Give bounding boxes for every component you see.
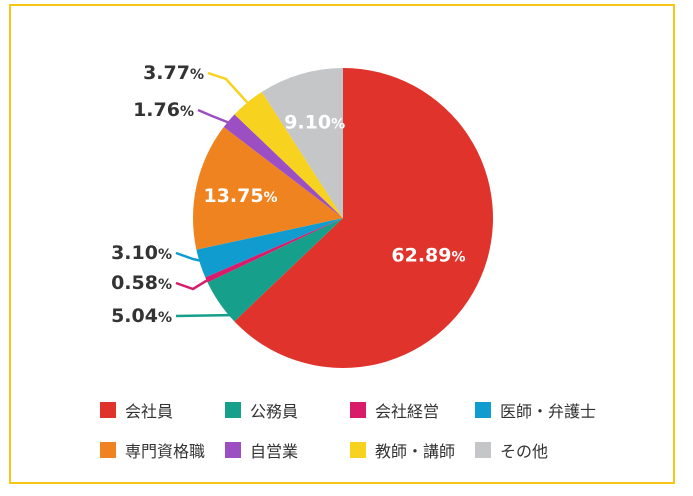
leader-line-2 <box>175 298 239 318</box>
legend-label: 公務員 <box>250 402 299 421</box>
slice-label-7: 3.77% <box>143 62 204 84</box>
leader-line-6 <box>197 108 234 126</box>
pie-slice-2 <box>207 218 343 322</box>
legend-item-4: 医師・弁護士 <box>475 400 600 421</box>
legend-swatch <box>475 402 491 418</box>
pie-slice-8 <box>261 68 343 218</box>
slice-label-3: 0.58% <box>111 272 172 294</box>
legend-swatch <box>100 442 116 458</box>
legend-label: 医師・弁護士 <box>500 402 597 421</box>
leader-lines <box>175 71 253 318</box>
pie-slice-6 <box>223 114 343 218</box>
legend-item-1: 会社員 <box>100 400 225 421</box>
legend-item-2: 公務員 <box>225 400 350 421</box>
pie-slices <box>193 68 494 368</box>
legend-swatch <box>225 442 241 458</box>
legend-label: 会社員 <box>125 402 174 421</box>
legend-label: 自営業 <box>250 442 299 461</box>
legend-label: その他 <box>500 442 549 461</box>
legend-swatch <box>475 442 491 458</box>
legend-swatch <box>350 442 366 458</box>
legend-item-8: その他 <box>475 440 600 461</box>
pie-chart: 62.89% 5.04% 0.58% 3.10% 13.75% 1.76% 3.77% 9.1… <box>111 62 494 368</box>
leader-line-3 <box>175 276 213 291</box>
pie-slice-3 <box>205 218 343 283</box>
slice-label-2: 5.04% <box>111 305 172 327</box>
slice-label-6: 1.76% <box>133 99 194 121</box>
leader-line-4 <box>175 251 207 264</box>
legend-label: 専門資格職 <box>125 442 206 461</box>
slice-label-8: 9.10% <box>284 112 345 134</box>
pie-slice-4 <box>196 218 343 278</box>
legend-item-5: 専門資格職 <box>100 440 225 461</box>
legend-label: 会社経営 <box>375 402 440 421</box>
legend-swatch <box>350 402 366 418</box>
leader-line-7 <box>207 71 253 108</box>
slice-label-4: 3.10% <box>111 242 172 264</box>
pie-slice-7 <box>234 91 343 218</box>
legend-swatch <box>225 402 241 418</box>
pie-slice-5 <box>193 127 343 250</box>
pie-slice-1 <box>234 68 494 368</box>
legend-item-6: 自営業 <box>225 440 350 461</box>
slice-label-5: 13.75% <box>203 185 277 207</box>
legend-item-3: 会社経営 <box>350 400 475 421</box>
legend-item-7: 教師・講師 <box>350 440 475 461</box>
slice-label-1: 62.89% <box>391 245 465 267</box>
legend-label: 教師・講師 <box>375 442 456 461</box>
slice-labels: 62.89% 5.04% 0.58% 3.10% 13.75% 1.76% 3.77% 9.1… <box>111 62 465 327</box>
legend: 会社員 公務員 会社経営 医師・弁護士専門資格職 自営業 教師・講師 その他 <box>100 400 596 461</box>
legend-swatch <box>100 402 116 418</box>
